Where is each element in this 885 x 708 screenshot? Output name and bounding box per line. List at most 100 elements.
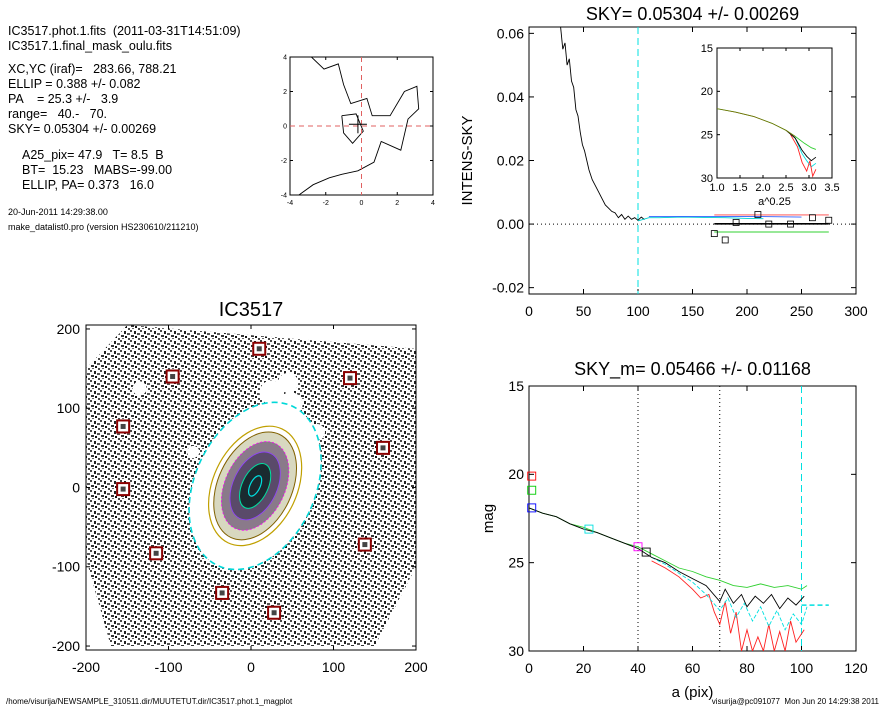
- inset-red-line: [790, 134, 817, 178]
- sky-blue-line: [648, 215, 802, 218]
- galaxy-mask-hole: [132, 381, 147, 396]
- footer-user: visurija@pc091077 Mon Jun 20 14:29:38 20…: [711, 697, 879, 706]
- info-bt: BT= 15.23 MABS=-99.00: [22, 163, 173, 177]
- mag-cyan-line: [651, 556, 808, 631]
- sky-square-point: [754, 211, 762, 218]
- galaxy-source-core: [380, 445, 386, 451]
- sky-ylabel: INTENS-SKY: [459, 115, 476, 205]
- galaxy-xtick-label: 100: [322, 659, 346, 675]
- contour-xtick-label: 0: [360, 200, 364, 207]
- galaxy-xtick-label: 0: [247, 659, 255, 675]
- sky-square-point: [732, 219, 740, 226]
- inset-xtick-label: 1.5: [732, 182, 747, 194]
- mag-frame: [528, 385, 857, 652]
- sky-inset-chart: 1.0 1.5 2.0 2.5 3.0 3.5 15 20 25 30 a^0.25: [701, 43, 840, 208]
- galaxy-source-core: [120, 423, 126, 429]
- galaxy-mask-hole: [187, 445, 200, 458]
- contour-ytick-label: 0: [283, 123, 287, 130]
- mag-ytick-label: 30: [508, 643, 524, 659]
- sky-square-point: [765, 220, 773, 228]
- mag-xtick-label: 40: [630, 660, 646, 676]
- info-ellip-pa: ELLIP, PA= 0.373 16.0: [22, 178, 154, 192]
- galaxy-source-core: [153, 550, 159, 556]
- contour-xtick-label: 4: [431, 200, 435, 207]
- info-sky: SKY= 0.05304 +/- 0.00269: [8, 122, 157, 136]
- mag-ytick-label: 25: [508, 555, 524, 571]
- sky-profile-chart: 0 50 100 150 200 250 300 -0.02 0.00 0.02 0.04 0.06 S…: [459, 4, 868, 319]
- galaxy-ytick-label: 100: [57, 400, 81, 416]
- galaxy-source-core: [347, 375, 353, 381]
- inset-xtick-label: 2.5: [778, 182, 793, 194]
- inset-xtick-label: 1.0: [709, 182, 724, 194]
- galaxy-mask-hole: [278, 372, 299, 393]
- inset-xtick-label: 3.0: [801, 182, 816, 194]
- info-mask: IC3517.1.final_mask_oulu.fits: [8, 39, 172, 53]
- sky-xtick-label: 300: [844, 303, 868, 319]
- sky-square-point: [787, 220, 794, 228]
- galaxy-title: IC3517: [219, 299, 284, 321]
- mag-ylabel: mag: [480, 504, 497, 533]
- galaxy-ytick-label: 200: [57, 321, 81, 337]
- contour-ytick-label: -2: [281, 158, 287, 165]
- inset-cyan-line: [794, 137, 817, 168]
- mag-square-point: [527, 503, 537, 513]
- contour-line-inner: [341, 113, 364, 144]
- contour-inset: -4 -2 0 2 4 -4 -2 0 2 4: [281, 54, 435, 207]
- inset-xtick-label: 3.5: [824, 182, 839, 194]
- sky-square-point: [710, 230, 718, 238]
- mag-xtick-label: 60: [685, 660, 701, 676]
- mag-xtick-label: 0: [525, 660, 533, 676]
- galaxy-source-core: [271, 610, 277, 616]
- sky-xtick-label: 100: [626, 303, 650, 319]
- mag-square-point: [633, 542, 643, 552]
- mag-ytick-label: 20: [508, 466, 524, 482]
- inset-ytick-label: 20: [701, 86, 713, 98]
- sky-ytick-label: -0.02: [492, 280, 524, 296]
- galaxy-image-chart: IC3517 -200 -100 0 100 200 -200 -100 0 100 200: [52, 299, 428, 675]
- sky-profile-line: [560, 27, 645, 221]
- sky-xtick-label: 250: [790, 303, 814, 319]
- sky-ytick-label: 0.06: [497, 25, 524, 41]
- galaxy-ytick-label: -200: [52, 638, 80, 654]
- inset-xlabel: a^0.25: [758, 196, 791, 208]
- inset-xtick-label: 2.0: [755, 182, 770, 194]
- info-range: range= 40.- 70.: [8, 107, 108, 121]
- mag-square-point: [527, 471, 537, 481]
- galaxy-ytick-label: 0: [72, 479, 80, 495]
- sky-square-point: [809, 214, 816, 222]
- galaxy-ellipse-5: [239, 463, 272, 509]
- sky-square-point: [721, 236, 729, 244]
- contour-line: [298, 57, 420, 195]
- mag-xtick-label: 100: [790, 660, 814, 676]
- mag-profile-chart: 0 20 40 60 80 100 120 15 20 25 30 SKY_m= 0.05466 +/…: [480, 359, 868, 701]
- sky-xtick-label: 0: [525, 303, 533, 319]
- galaxy-xtick-label: -200: [72, 659, 100, 675]
- mag-xtick-label: 80: [739, 660, 755, 676]
- mag-xlabel: a (pix): [672, 684, 714, 701]
- mag-xtick-label: 20: [576, 660, 592, 676]
- contour-xtick-label: -4: [287, 200, 293, 207]
- sky-xtick-label: 50: [576, 303, 592, 319]
- sky-ytick-label: 0.02: [497, 152, 524, 168]
- galaxy-source-core: [362, 542, 368, 548]
- info-file: IC3517.phot.1.fits (2011-03-31T14:51:09): [8, 24, 241, 38]
- mag-title: SKY_m= 0.05466 +/- 0.01168: [574, 359, 811, 380]
- contour-ytick-label: -4: [281, 192, 287, 199]
- info-a25: A25_pix= 47.9 T= 8.5 B: [22, 148, 164, 162]
- sky-title: SKY= 0.05304 +/- 0.00269: [586, 4, 799, 24]
- galaxy-xtick-label: -100: [154, 659, 182, 675]
- galaxy-source-core: [256, 346, 262, 352]
- galaxy-source-core: [120, 486, 126, 492]
- inset-ytick-label: 25: [701, 130, 713, 142]
- galaxy-mask-hole: [259, 380, 284, 405]
- galaxy-ytick-label: -100: [52, 559, 80, 575]
- inset-frame: [716, 47, 833, 179]
- mag-black-line: [529, 507, 805, 610]
- inset-ytick-label: 15: [701, 43, 713, 55]
- mag-square-point: [641, 547, 651, 557]
- galaxy-xtick-label: 200: [404, 659, 428, 675]
- inset-ytick-label: 30: [701, 173, 713, 185]
- inset-bg: [717, 48, 832, 178]
- galaxy-source-core: [170, 374, 176, 380]
